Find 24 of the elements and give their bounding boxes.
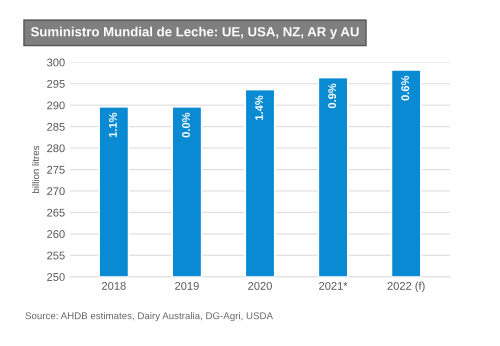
x-tick-label: 2019 xyxy=(175,282,199,290)
y-tick-label: 265 xyxy=(47,208,65,217)
y-tick-label: 275 xyxy=(47,166,65,174)
x-tick-label: 2018 xyxy=(102,282,126,290)
y-tick-label: 250 xyxy=(47,273,65,281)
source-note: Source: AHDB estimates, Dairy Australia, DG-Agri, USDA xyxy=(25,312,273,322)
annotation: 0.6% xyxy=(401,76,410,100)
chart-title: Suministro Mundial de Leche: UE, USA, NZ, AR y AU xyxy=(30,26,359,40)
y-tick-label: 260 xyxy=(47,230,65,238)
y-axis-title: billion litres xyxy=(32,146,40,193)
y-tick-label: 270 xyxy=(47,187,65,196)
y-tick-label: 300 xyxy=(47,58,65,66)
annotation: 1.4% xyxy=(255,96,263,120)
y-tick-label: 295 xyxy=(47,80,65,88)
y-tick-label: 285 xyxy=(47,122,65,131)
x-tick-label: 2022 (f) xyxy=(388,282,425,292)
annotation: 1.1% xyxy=(108,112,117,138)
y-tick-label: 280 xyxy=(47,144,65,152)
y-tick-label: 290 xyxy=(47,101,65,110)
annotation: 0.0% xyxy=(182,112,190,138)
x-tick-label: 2020 xyxy=(248,282,272,290)
y-tick-label: 255 xyxy=(47,252,65,260)
x-tick-label: 2021* xyxy=(319,282,348,290)
annotation: 0.9% xyxy=(328,84,336,108)
